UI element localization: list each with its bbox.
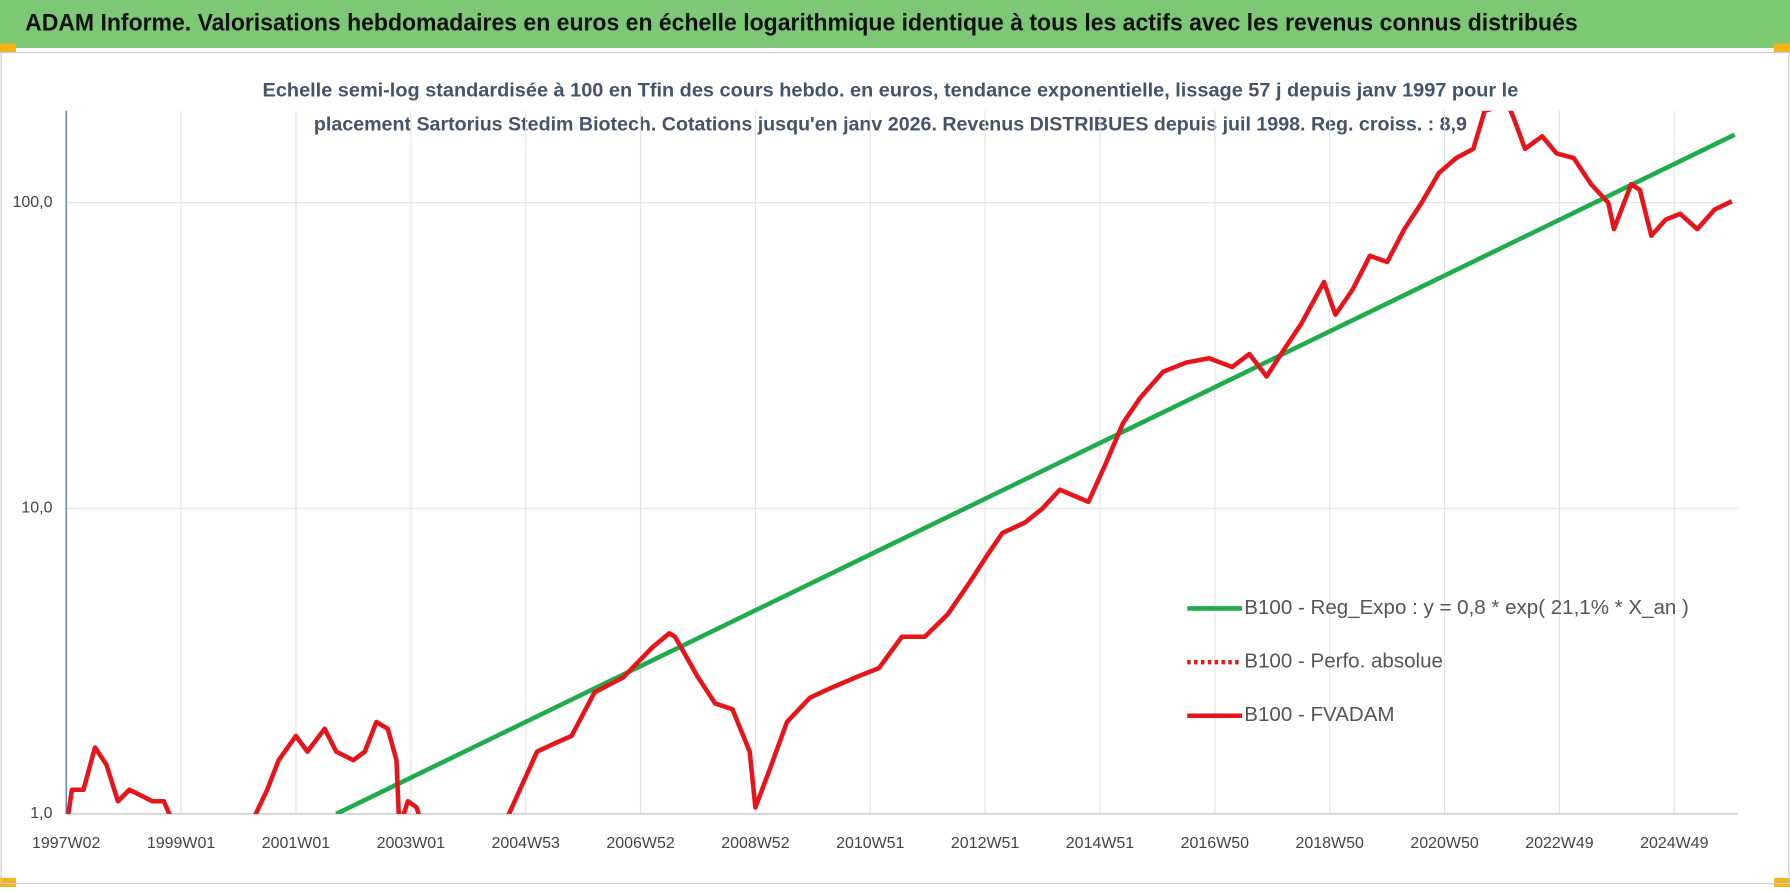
x-tick-label: 2001W01 bbox=[262, 835, 330, 852]
data-line bbox=[335, 132, 1736, 814]
x-tick-label: 2024W49 bbox=[1640, 835, 1708, 852]
subtitle: placement Sartorius Stedim Biotech. Cota… bbox=[314, 114, 1467, 136]
x-tick-label: 2010W51 bbox=[836, 835, 904, 852]
title-bar bbox=[0, 0, 1790, 48]
x-tick-label: 2018W50 bbox=[1296, 835, 1364, 852]
x-tick-label: 2020W50 bbox=[1410, 835, 1478, 852]
x-tick-label: 2003W01 bbox=[377, 835, 445, 852]
legend-label: B100 - Perfo. absolue bbox=[1244, 650, 1443, 673]
x-tick-label: 1997W02 bbox=[32, 835, 100, 852]
x-tick-label: 2006W52 bbox=[606, 835, 674, 852]
legend-label: B100 - FVADAM bbox=[1244, 703, 1394, 726]
corner-mark bbox=[1774, 877, 1790, 887]
x-tick-label: 1999W01 bbox=[147, 835, 215, 852]
legend-label: B100 - Reg_Expo : y = 0,8 * exp( 21,1% *… bbox=[1244, 596, 1689, 619]
y-tick-label: 10,0 bbox=[21, 500, 52, 517]
chart-title: ADAM Informe. Valorisations hebdomadaire… bbox=[25, 9, 1578, 36]
corner-mark bbox=[0, 877, 16, 887]
corner-mark bbox=[1774, 43, 1790, 53]
x-tick-label: 2022W49 bbox=[1525, 835, 1593, 852]
y-tick-label: 1,0 bbox=[30, 805, 52, 822]
x-tick-label: 2012W51 bbox=[951, 835, 1019, 852]
subtitle: Echelle semi-log standardisée à 100 en T… bbox=[263, 79, 1519, 101]
data-line bbox=[66, 110, 1733, 814]
corner-mark bbox=[0, 43, 16, 53]
x-tick-label: 2016W50 bbox=[1181, 835, 1249, 852]
x-tick-label: 2008W52 bbox=[721, 835, 789, 852]
frame bbox=[0, 51, 1790, 885]
x-tick-label: 2014W51 bbox=[1066, 835, 1134, 852]
plot-area bbox=[66, 110, 1736, 814]
x-tick-label: 2004W53 bbox=[491, 835, 559, 852]
y-tick-label: 100,0 bbox=[13, 194, 53, 211]
